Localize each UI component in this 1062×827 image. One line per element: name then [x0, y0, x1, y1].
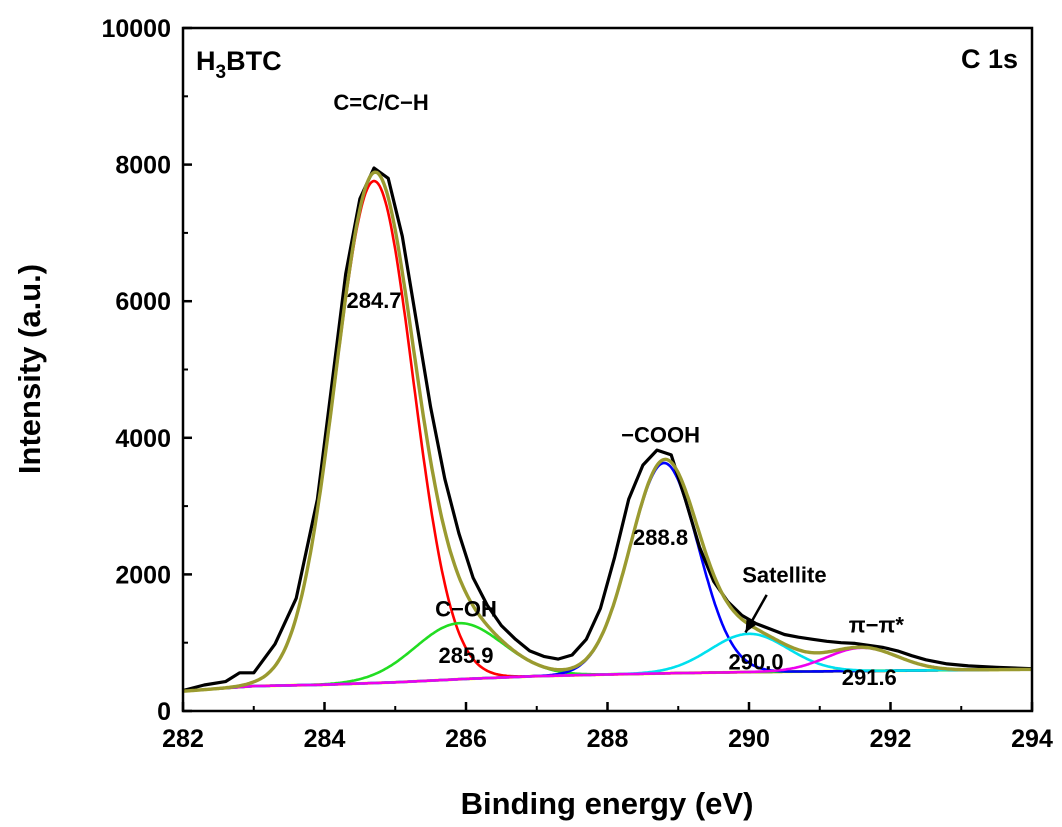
- y-tick-label: 4000: [115, 425, 171, 453]
- peak-annotation: 285.9: [438, 643, 493, 668]
- y-tick-label: 6000: [115, 288, 171, 316]
- sample-label-rest: BTC: [226, 46, 282, 76]
- x-tick-label: 288: [587, 725, 629, 753]
- y-tick-label: 10000: [101, 15, 171, 43]
- sample-label: H3BTC: [196, 46, 282, 83]
- sample-label-main: H: [196, 46, 216, 76]
- component-curve-0: [182, 179, 1033, 693]
- x-axis-title: Binding energy (eV): [461, 786, 754, 821]
- peak-annotation: C=C/C−H: [333, 90, 428, 115]
- component-curve-3: [182, 632, 1033, 693]
- plot-area: [182, 166, 1033, 693]
- peak-annotation: 288.8: [633, 525, 688, 550]
- y-tick-label: 0: [157, 698, 171, 726]
- plot-frame: [181, 26, 1034, 713]
- x-tick-label: 292: [870, 725, 912, 753]
- y-tick-label: 8000: [115, 152, 171, 180]
- envelope-curve: [182, 170, 1033, 693]
- peak-annotation: 291.6: [842, 665, 897, 690]
- region-label: C 1s: [961, 44, 1018, 74]
- sample-label-sub: 3: [216, 62, 227, 83]
- x-tick-label: 294: [1011, 725, 1053, 753]
- peak-annotation: π−π*: [849, 612, 905, 637]
- peak-annotation: −COOH: [621, 423, 700, 448]
- peak-annotation: C−OH: [435, 597, 497, 622]
- peak-annotation: 290.0: [729, 649, 784, 674]
- satellite-arrow-head: [745, 618, 758, 633]
- baseline-curve: [182, 667, 1033, 693]
- x-tick-label: 284: [304, 725, 346, 753]
- raw-spectrum-curve: [182, 166, 1033, 693]
- y-axis-title: Intensity (a.u.): [12, 264, 47, 474]
- peak-annotations: C=C/C−H 284.7 C−OH 285.9 −COOH 288.8 Satellite…: [333, 90, 904, 690]
- peak-annotation: Satellite: [742, 563, 826, 588]
- component-curve-1: [182, 621, 1033, 693]
- y-tick-label: 2000: [115, 561, 171, 589]
- x-tick-label: 282: [162, 725, 204, 753]
- axis-ticks: 282 284 286 288 290 292 294 0 2000 4000 6000 8000 10…: [101, 15, 1052, 753]
- peak-annotation: 284.7: [346, 288, 401, 313]
- x-tick-label: 290: [728, 725, 770, 753]
- x-tick-label: 286: [445, 725, 487, 753]
